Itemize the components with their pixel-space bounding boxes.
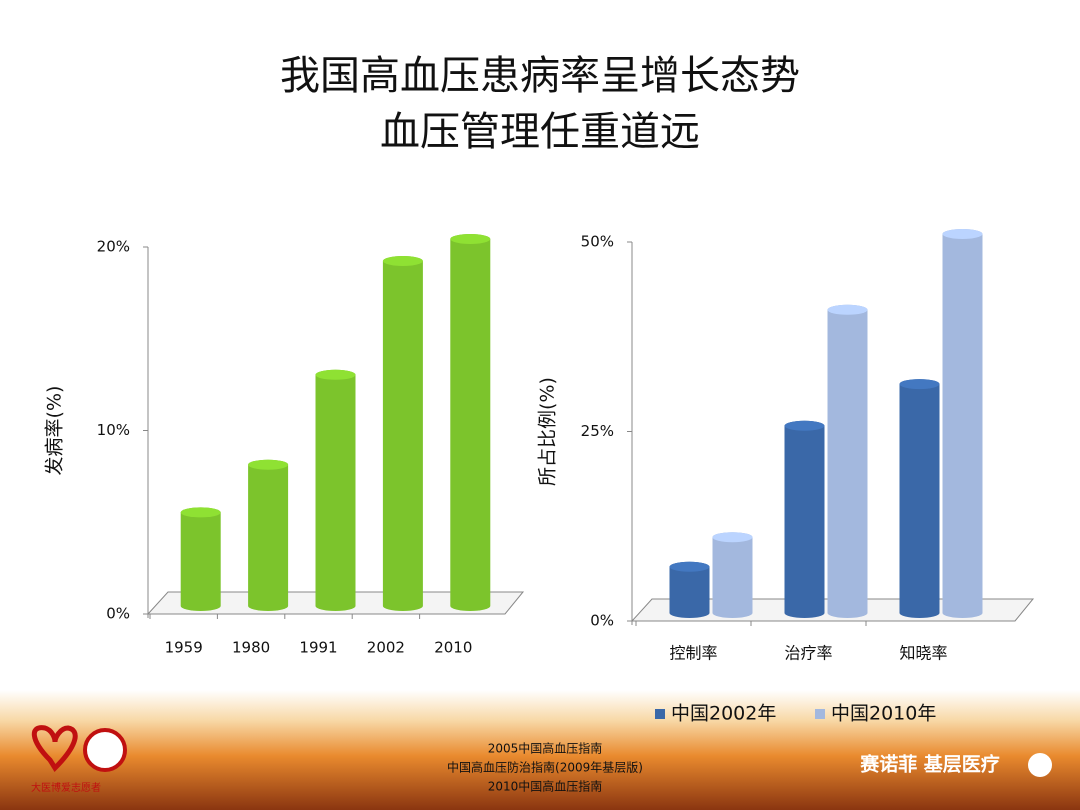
x-tick-label: 1959 [165, 639, 203, 657]
bar-top [450, 234, 491, 244]
logo-text: 大医博爱志愿者 [31, 781, 101, 794]
logo-text: 赛诺菲 基层医疗 [859, 753, 1000, 776]
bar [382, 256, 423, 611]
logo-left: 大医博爱志愿者 [31, 725, 127, 794]
bar-top [827, 304, 868, 315]
bar [827, 304, 868, 618]
legend-swatch [655, 709, 665, 719]
y-tick-label: 0% [590, 612, 614, 630]
source: 2005中国高血压指南 [488, 741, 603, 756]
x-tick-label: 2002 [367, 639, 405, 657]
bar-top [669, 561, 710, 572]
y-tick-label: 25% [581, 422, 614, 440]
x-tick-label: 控制率 [669, 644, 717, 663]
bar-top [315, 369, 356, 380]
legend-swatch [815, 709, 825, 719]
bar [942, 229, 983, 618]
y-tick-label: 10% [97, 421, 130, 439]
y-tick-label: 50% [581, 233, 614, 251]
footer-band [0, 690, 1080, 810]
bar [180, 507, 221, 611]
y-axis-label: 所占比例(%) [537, 377, 559, 486]
source: 2010中国高血压指南 [488, 779, 603, 794]
x-tick-label: 2010 [434, 639, 472, 657]
bar [450, 234, 491, 611]
bar-top [712, 532, 753, 543]
x-tick-label: 治疗率 [784, 644, 832, 663]
legend-label: 中国2002年 [671, 703, 776, 725]
bar [784, 420, 825, 618]
x-tick-label: 1991 [299, 639, 337, 657]
bar-top [942, 229, 983, 239]
slide-title: 我国高血压患病率呈增长态势 [280, 53, 800, 99]
x-tick-label: 知晓率 [899, 644, 947, 663]
x-tick-label: 1980 [232, 639, 270, 657]
y-axis-label: 发病率(%) [44, 386, 66, 476]
bar [899, 379, 940, 618]
slide-title: 血压管理任重道远 [380, 109, 700, 155]
logo-mark [1028, 753, 1052, 777]
source: 中国高血压防治指南(2009年基层版) [447, 760, 643, 775]
bar-top [899, 379, 940, 390]
bar-top [382, 256, 423, 267]
bar-top [180, 507, 221, 518]
bar [669, 561, 710, 618]
bar [248, 459, 289, 611]
bar [712, 532, 753, 618]
bar-top [784, 420, 825, 431]
legend-label: 中国2010年 [831, 703, 936, 725]
bar [315, 369, 356, 611]
y-tick-label: 0% [106, 605, 130, 623]
y-tick-label: 20% [97, 238, 130, 256]
bar-top [248, 459, 289, 470]
